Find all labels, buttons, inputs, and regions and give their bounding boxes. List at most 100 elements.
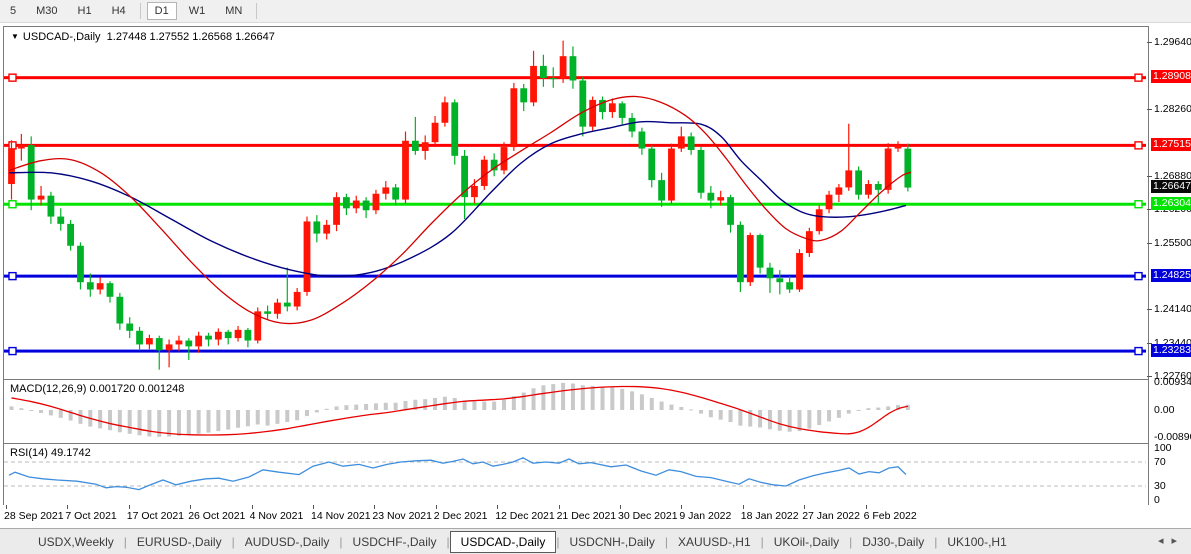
tab-scroll-right-icon[interactable]: ▸ [1171,535,1185,547]
candle-body [146,338,153,345]
tab-usdcnh-daily[interactable]: USDCNH-,Daily [569,534,655,549]
macd-histogram-bar [127,410,132,434]
macd-histogram-bar [580,385,585,410]
candle-body [865,184,872,195]
candle-body [205,335,212,340]
rsi-scale-0: 0 [1154,494,1160,506]
candle-body [283,302,291,307]
macd-histogram-bar [531,388,536,410]
macd-indicator-pane[interactable] [3,379,1149,444]
tab-xauusd-h1[interactable]: XAUUSD-,H1 [677,534,751,549]
macd-histogram-bar [245,410,250,427]
candle-body [569,56,577,81]
price-axis[interactable]: 1.296401.282601.268801.262001.255001.241… [1147,26,1191,382]
tab-separator: | [339,534,343,549]
date-axis[interactable]: 28 Sep 2021 7 Oct 2021 17 Oct 2021 26 Oct 2… [0,505,1191,528]
macd-scale-min: -0.00890 [1154,430,1191,443]
tab-audusd-daily[interactable]: AUDUSD-,Daily [244,534,330,549]
candle-body [175,340,183,345]
macd-histogram-bar [157,410,162,437]
macd-histogram-bar [58,410,63,418]
tab-usdchf-daily[interactable]: USDCHF-,Daily [352,534,437,549]
price-level-badge: 1.28908 [1151,70,1191,84]
timeframe-button-mn[interactable]: MN [225,5,243,17]
macd-scale-zero: 0.00 [1154,404,1175,416]
macd-histogram-bar [108,410,112,431]
date-label: 21 Dec 2021 [556,510,617,522]
candle-body [540,65,547,79]
chart-dropdown-icon[interactable]: ▼ [11,32,19,41]
macd-histogram-bar [68,410,73,421]
candle-body [855,170,862,195]
macd-histogram-bar [502,399,506,410]
tab-uk100-h1[interactable]: UK100-,H1 [947,534,1007,549]
candlestick-chart [4,40,1146,370]
line-handle [1134,73,1143,82]
tab-separator: | [123,534,127,549]
macd-histogram-bar [482,401,487,410]
macd-histogram-bar [511,396,516,410]
candle-body [293,291,301,307]
tab-eurusd-daily[interactable]: EURUSD-,Daily [136,534,222,549]
candle-body [579,80,587,127]
macd-chart [9,382,910,437]
price-chart-pane[interactable] [3,26,1149,380]
candle-body [303,221,311,292]
macd-histogram-bar [176,410,181,436]
macd-histogram-bar [561,382,566,410]
macd-histogram-bar [541,385,546,410]
rsi-indicator-pane[interactable] [3,443,1149,507]
axis-tick [1147,208,1152,210]
price-axis-label: 1.25500 [1154,236,1191,249]
tab-scroll-left-icon[interactable]: ◂ [1157,535,1172,547]
macd-histogram-bar [905,404,910,410]
line-handle [8,141,17,150]
timeframe-button-5[interactable]: 5 [10,5,17,17]
timeframe-button-m30[interactable]: M30 [36,5,58,17]
macd-histogram-bar [39,410,44,414]
macd-histogram-bar [728,410,733,423]
candle-body [618,103,626,118]
macd-histogram-bar [718,410,723,420]
date-label: 26 Oct 2021 [188,510,246,522]
tab-usdcad-daily[interactable]: USDCAD-,Daily [449,530,557,553]
tab-dj30-daily[interactable]: DJ30-,Daily [862,534,925,549]
macd-histogram-bar [886,406,891,410]
date-label: 4 Nov 2021 [249,510,304,522]
macd-histogram-bar [876,407,881,410]
line-handle [1134,141,1143,150]
macd-histogram-bar [748,410,753,427]
macd-histogram-bar [452,397,457,410]
candle-body [136,330,143,345]
macd-histogram-bar [472,401,477,410]
axis-tick [1147,41,1152,43]
candle-body [589,99,597,127]
macd-histogram-bar [285,410,290,423]
candle-body [825,194,833,210]
candle-body [599,99,606,113]
candle-body [224,331,232,339]
candle-body [392,187,400,200]
price-level-badge: 1.24825 [1151,268,1191,282]
tab-usdx-weekly[interactable]: USDX,Weekly [38,534,114,549]
candle-body [510,88,518,148]
toolbar-separator [256,3,258,19]
tab-ukoil-daily[interactable]: UKOil-,Daily [773,534,840,549]
timeframe-button-h4[interactable]: H4 [111,5,126,17]
timeframe-button-w1[interactable]: W1 [188,5,206,17]
macd-histogram-bar [777,410,782,431]
candle-body [638,131,646,149]
timeframe-button-d1[interactable]: D1 [146,2,177,20]
candle-body [707,192,715,201]
date-label: 9 Jan 2022 [679,510,732,522]
macd-histogram-bar [295,410,300,421]
candle-body [451,102,459,156]
macd-histogram-bar [9,406,14,410]
candle-body [677,136,685,149]
macd-histogram-bar [856,410,861,411]
candle-body [845,170,853,188]
candle-body [313,221,321,234]
macd-histogram-bar [314,410,319,413]
timeframe-button-h1[interactable]: H1 [77,5,92,17]
macd-histogram-bar [551,384,556,410]
